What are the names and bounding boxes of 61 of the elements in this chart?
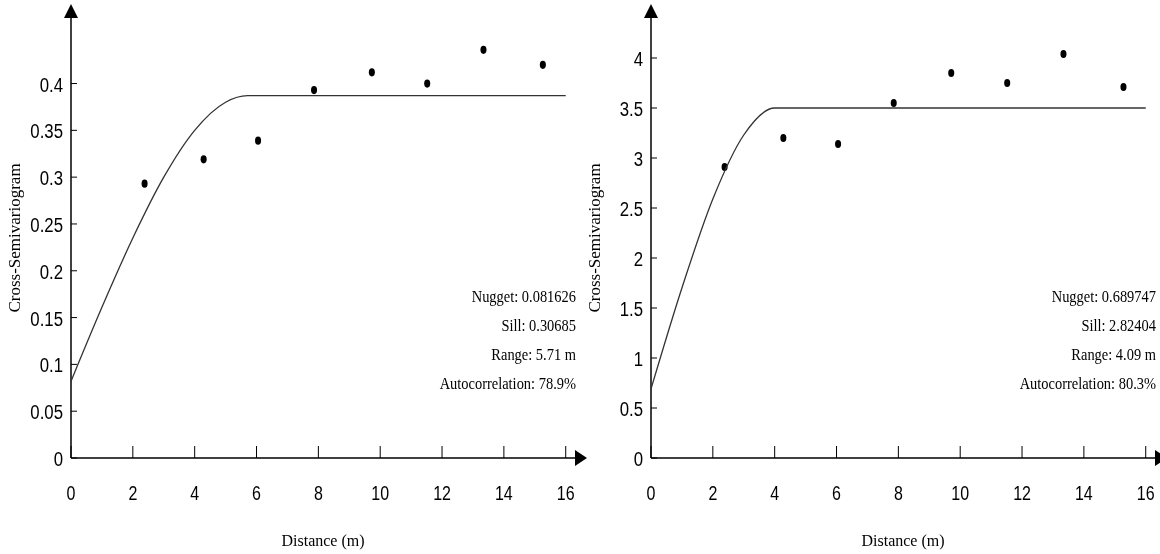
x-tick-label: 6 bbox=[252, 482, 261, 505]
x-tick-label: 2 bbox=[128, 482, 138, 505]
y-tick-label: 0.5 bbox=[619, 397, 643, 421]
y-tick-label: 0.35 bbox=[30, 119, 63, 143]
x-tick-label: 12 bbox=[1013, 482, 1031, 505]
annotation: Range: 4.09 m bbox=[1071, 344, 1157, 365]
point bbox=[424, 79, 431, 88]
annotation: Range: 5.71 m bbox=[491, 344, 577, 365]
point bbox=[200, 155, 207, 164]
point bbox=[890, 98, 897, 108]
y-tick-label: 0.1 bbox=[39, 353, 63, 377]
y-tick-label: 0.15 bbox=[30, 306, 63, 330]
x-tick-label: 16 bbox=[1136, 482, 1155, 505]
x-tick-label: 14 bbox=[1074, 482, 1093, 505]
x-axis-title: Distance (m) bbox=[281, 532, 365, 550]
y-tick-label: 2.5 bbox=[619, 197, 643, 221]
point bbox=[255, 136, 262, 145]
y-axis-title: Cross-Semivariogram bbox=[5, 163, 24, 313]
annotation: Nugget: 0.689747 bbox=[1051, 286, 1157, 307]
point bbox=[835, 139, 842, 149]
x-tick-label: 14 bbox=[494, 482, 513, 505]
annotation: Nugget: 0.081626 bbox=[471, 286, 577, 307]
annotation: Sill: 0.30685 bbox=[501, 315, 577, 335]
point bbox=[1004, 78, 1011, 88]
x-tick-label: 8 bbox=[893, 482, 903, 505]
point bbox=[368, 68, 375, 77]
y-tick-label: 4 bbox=[633, 47, 644, 71]
x-tick-label: 2 bbox=[708, 482, 718, 505]
point bbox=[1120, 82, 1127, 92]
point bbox=[141, 179, 148, 188]
y-tick-label: 0 bbox=[53, 447, 63, 471]
point bbox=[311, 85, 318, 95]
point bbox=[780, 133, 787, 143]
x-tick-label: 16 bbox=[556, 482, 575, 505]
point bbox=[539, 60, 546, 69]
annotation: Autocorrelation: 80.3% bbox=[1019, 373, 1156, 393]
y-tick-label: 0.4 bbox=[39, 72, 64, 96]
x-axis-title: Distance (m) bbox=[861, 532, 945, 550]
x-tick-label: 10 bbox=[951, 482, 970, 505]
y-axis-title: Cross-Semivariogram bbox=[585, 163, 604, 313]
x-tick-label: 4 bbox=[770, 482, 780, 505]
y-tick-label: 0.2 bbox=[39, 259, 63, 284]
y-tick-label: 0.05 bbox=[30, 400, 63, 424]
y-tick-label: 3.5 bbox=[619, 97, 643, 121]
point bbox=[1060, 49, 1067, 59]
y-tick-label: 2 bbox=[633, 247, 643, 271]
y-tick-label: 0 bbox=[633, 447, 643, 471]
y-tick-label: 0.3 bbox=[39, 166, 63, 190]
y-tick-label: 0.25 bbox=[30, 213, 63, 237]
x-tick-label: 4 bbox=[190, 482, 200, 505]
x-tick-label: 12 bbox=[433, 482, 451, 505]
x-tick-label: 6 bbox=[832, 482, 841, 505]
point bbox=[948, 68, 955, 78]
annotation: Autocorrelation: 78.9% bbox=[439, 373, 576, 393]
annotation: Sill: 2.82404 bbox=[1081, 315, 1157, 335]
x-tick-label: 10 bbox=[371, 482, 390, 505]
y-tick-label: 3 bbox=[633, 147, 643, 171]
y-tick-label: 1 bbox=[633, 347, 643, 371]
point bbox=[480, 45, 487, 54]
x-tick-label: 8 bbox=[313, 482, 323, 505]
y-tick-label: 1.5 bbox=[619, 297, 643, 321]
